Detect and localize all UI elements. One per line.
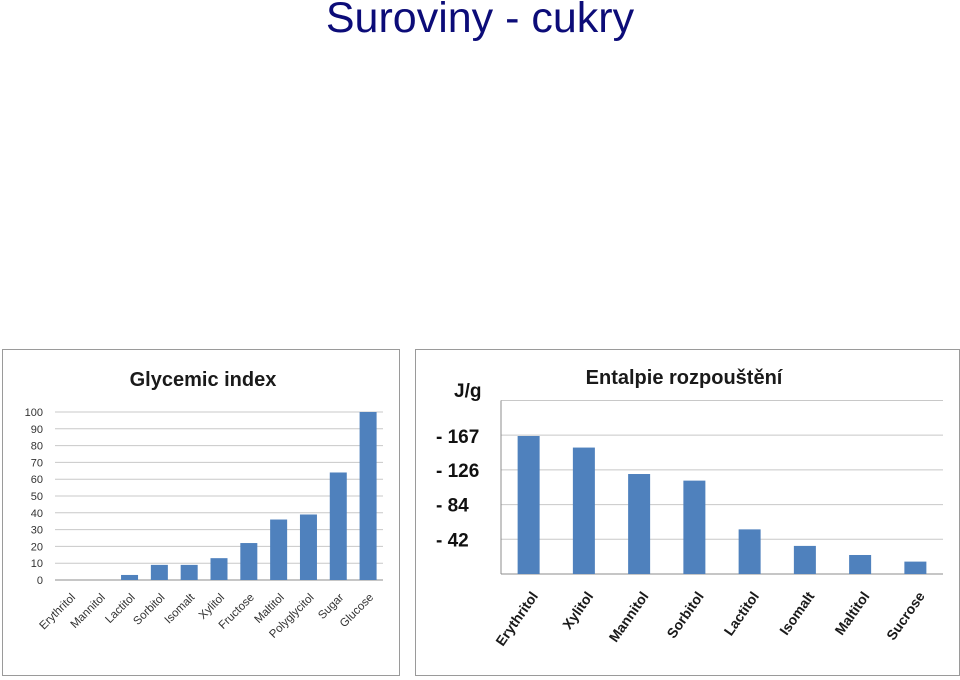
y-tick-label: 40 <box>31 508 43 520</box>
x-tick-label: Lactitol <box>720 589 762 639</box>
bar <box>517 436 540 574</box>
x-tick-label: Xylitol <box>559 589 596 633</box>
chart-title: Entalpie rozpouštění <box>586 367 784 389</box>
x-tick-label: Mannitol <box>605 589 651 645</box>
x-tick-label: Maltitol <box>831 589 872 638</box>
bar <box>738 529 761 574</box>
bar <box>628 474 651 574</box>
bar <box>299 514 317 580</box>
y-tick-label: 90 <box>31 424 43 436</box>
y-tick-label: - 42 <box>436 530 469 551</box>
x-tick-label: Sorbitol <box>663 589 706 642</box>
y-tick-label: - 167 <box>436 427 479 448</box>
y-tick-label: 60 <box>31 474 43 486</box>
y-tick-label: - 84 <box>436 496 469 517</box>
y-tick-label: 20 <box>31 541 43 553</box>
x-tick-label: Isomalt <box>163 591 198 626</box>
y-tick-label: - 126 <box>436 461 479 482</box>
bar <box>572 447 595 574</box>
glycemic-index-chart: Glycemic index 0 10 20 30 40 50 60 70 80 90 100 Ery… <box>2 349 400 676</box>
enthalpy-chart: J/g Entalpie rozpouštění - 167 - 126 - 84 -… <box>415 349 960 676</box>
x-tick-label: Erythritol <box>492 589 541 649</box>
bar <box>150 564 168 580</box>
bar <box>849 554 872 574</box>
bar <box>270 519 288 580</box>
bar <box>793 545 816 574</box>
enthalpy-plot: J/g Entalpie rozpouštění - 167 - 126 - 84 -… <box>436 367 943 649</box>
y-tick-label: 70 <box>31 457 43 469</box>
bar <box>240 543 258 580</box>
bar <box>683 480 706 574</box>
y-tick-label: 10 <box>31 558 43 570</box>
x-tick-label: Sucrose <box>883 588 928 643</box>
glycemic-index-plot: Glycemic index 0102030405060708090100Ery… <box>25 369 383 641</box>
y-tick-label: 0 <box>37 575 43 587</box>
bar <box>329 472 347 580</box>
slide-title: Suroviny - cukry <box>325 0 635 42</box>
y-tick-label: 80 <box>31 441 43 453</box>
bar <box>904 561 927 574</box>
y-tick-label: 30 <box>31 525 43 537</box>
bar <box>121 574 139 580</box>
chart-title: Glycemic index <box>130 369 277 391</box>
bar <box>359 412 377 580</box>
bar <box>180 564 198 580</box>
x-tick-label: Isomalt <box>776 588 817 638</box>
y-tick-label: 50 <box>31 491 43 503</box>
y-tick-label: 100 <box>25 407 43 419</box>
bar <box>210 558 228 580</box>
y-unit-label: J/g <box>454 381 481 402</box>
x-tick-label: Sorbitol <box>131 592 167 628</box>
